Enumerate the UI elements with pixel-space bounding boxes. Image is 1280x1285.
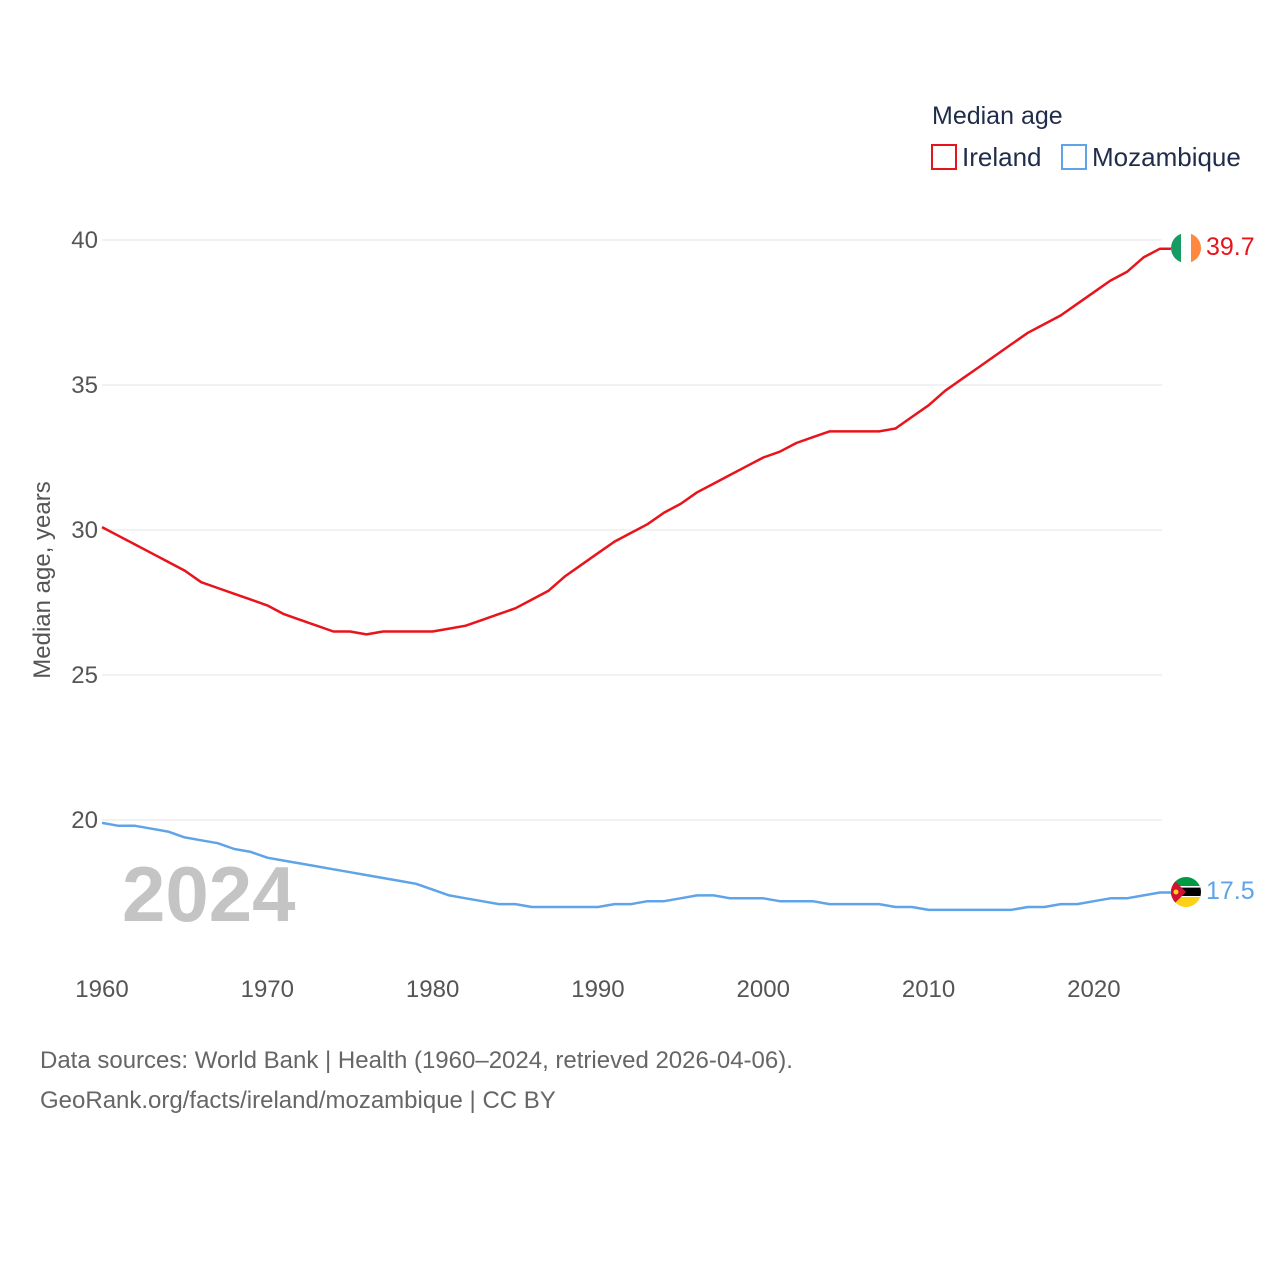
end-value-label-ireland: 39.7 xyxy=(1206,233,1255,261)
y-axis-ticks: 20 25 30 35 40 xyxy=(71,227,98,834)
legend: Median age Ireland Mozambique xyxy=(931,102,1241,172)
legend-item-mozambique[interactable]: Mozambique xyxy=(1061,142,1241,172)
ireland-flag-icon xyxy=(1171,233,1201,263)
legend-swatch-mozambique xyxy=(1061,144,1087,170)
x-tick-label: 1980 xyxy=(406,976,459,1003)
legend-title: Median age xyxy=(932,102,1063,130)
gridlines xyxy=(102,239,1162,821)
series-line-ireland[interactable] xyxy=(101,247,1171,636)
x-tick-label: 1970 xyxy=(241,976,294,1003)
series-lines xyxy=(101,247,1171,912)
y-tick-label: 35 xyxy=(71,372,98,399)
series-line-mozambique[interactable] xyxy=(101,821,1171,912)
x-tick-label: 1960 xyxy=(75,976,128,1003)
legend-item-ireland[interactable]: Ireland xyxy=(931,142,1042,172)
mozambique-flag-icon xyxy=(1171,877,1201,907)
footer-sources: Data sources: World Bank | Health (1960–… xyxy=(40,1047,793,1074)
legend-label-mozambique: Mozambique xyxy=(1092,142,1241,172)
y-tick-label: 20 xyxy=(71,807,98,834)
end-value-label-mozambique: 17.5 xyxy=(1206,877,1255,905)
y-tick-label: 25 xyxy=(71,662,98,689)
legend-swatch-ireland xyxy=(931,144,957,170)
x-tick-label: 2000 xyxy=(737,976,790,1003)
end-marker-ireland: 39.7 xyxy=(1171,233,1255,263)
x-tick-label: 1990 xyxy=(571,976,624,1003)
y-axis-title: Median age, years xyxy=(29,481,56,678)
x-tick-label: 2020 xyxy=(1067,976,1120,1003)
y-tick-label: 30 xyxy=(71,517,98,544)
x-tick-label: 2010 xyxy=(902,976,955,1003)
x-axis-ticks: 1960 1970 1980 1990 2000 2010 2020 xyxy=(75,976,1120,1003)
legend-label-ireland: Ireland xyxy=(962,142,1042,172)
current-year-watermark: 2024 xyxy=(122,850,296,938)
footer-attribution-link[interactable]: GeoRank.org/facts/ireland/mozambique | C… xyxy=(40,1087,556,1114)
y-tick-label: 40 xyxy=(71,227,98,254)
end-marker-mozambique: 17.5 xyxy=(1171,877,1255,907)
